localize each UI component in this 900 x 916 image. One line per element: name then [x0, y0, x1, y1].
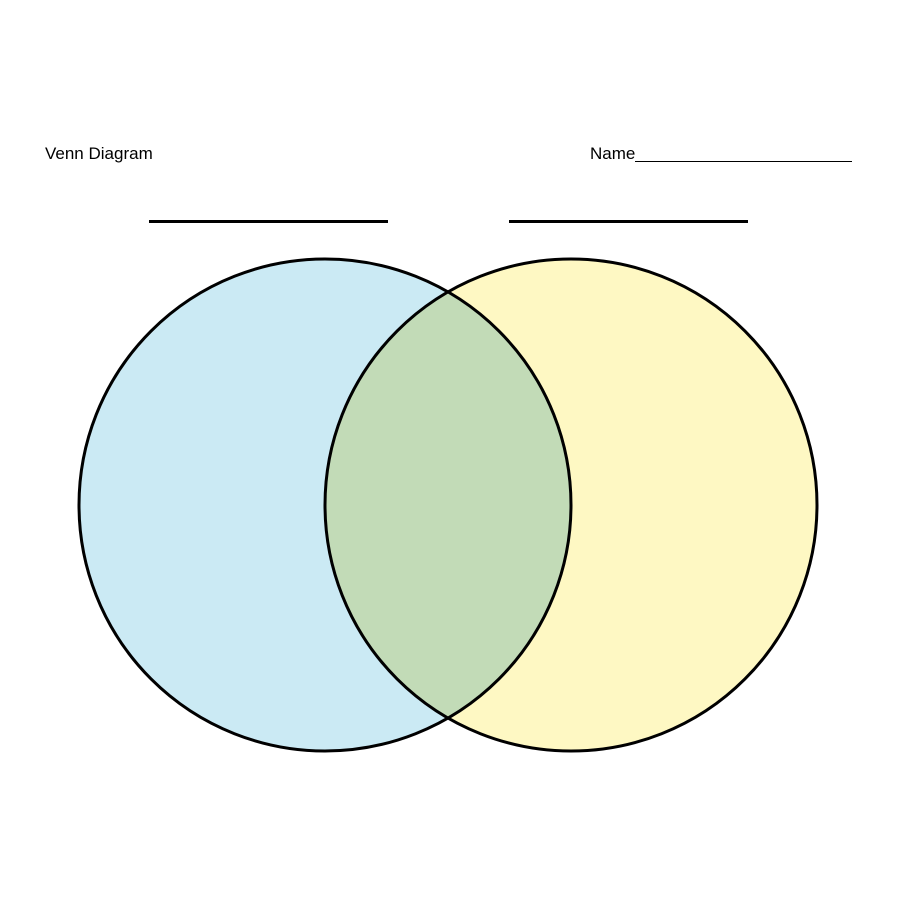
right-circle-outline: [323, 257, 819, 753]
left-set-label-line[interactable]: [149, 220, 388, 223]
overlap-region: [325, 259, 571, 751]
name-field: Name: [590, 144, 853, 164]
name-label: Name: [590, 144, 636, 163]
name-blank-line[interactable]: [635, 161, 853, 162]
page-title: Venn Diagram: [45, 144, 153, 163]
left-circle-outline: [77, 257, 573, 753]
right-set-label-line[interactable]: [509, 220, 748, 223]
